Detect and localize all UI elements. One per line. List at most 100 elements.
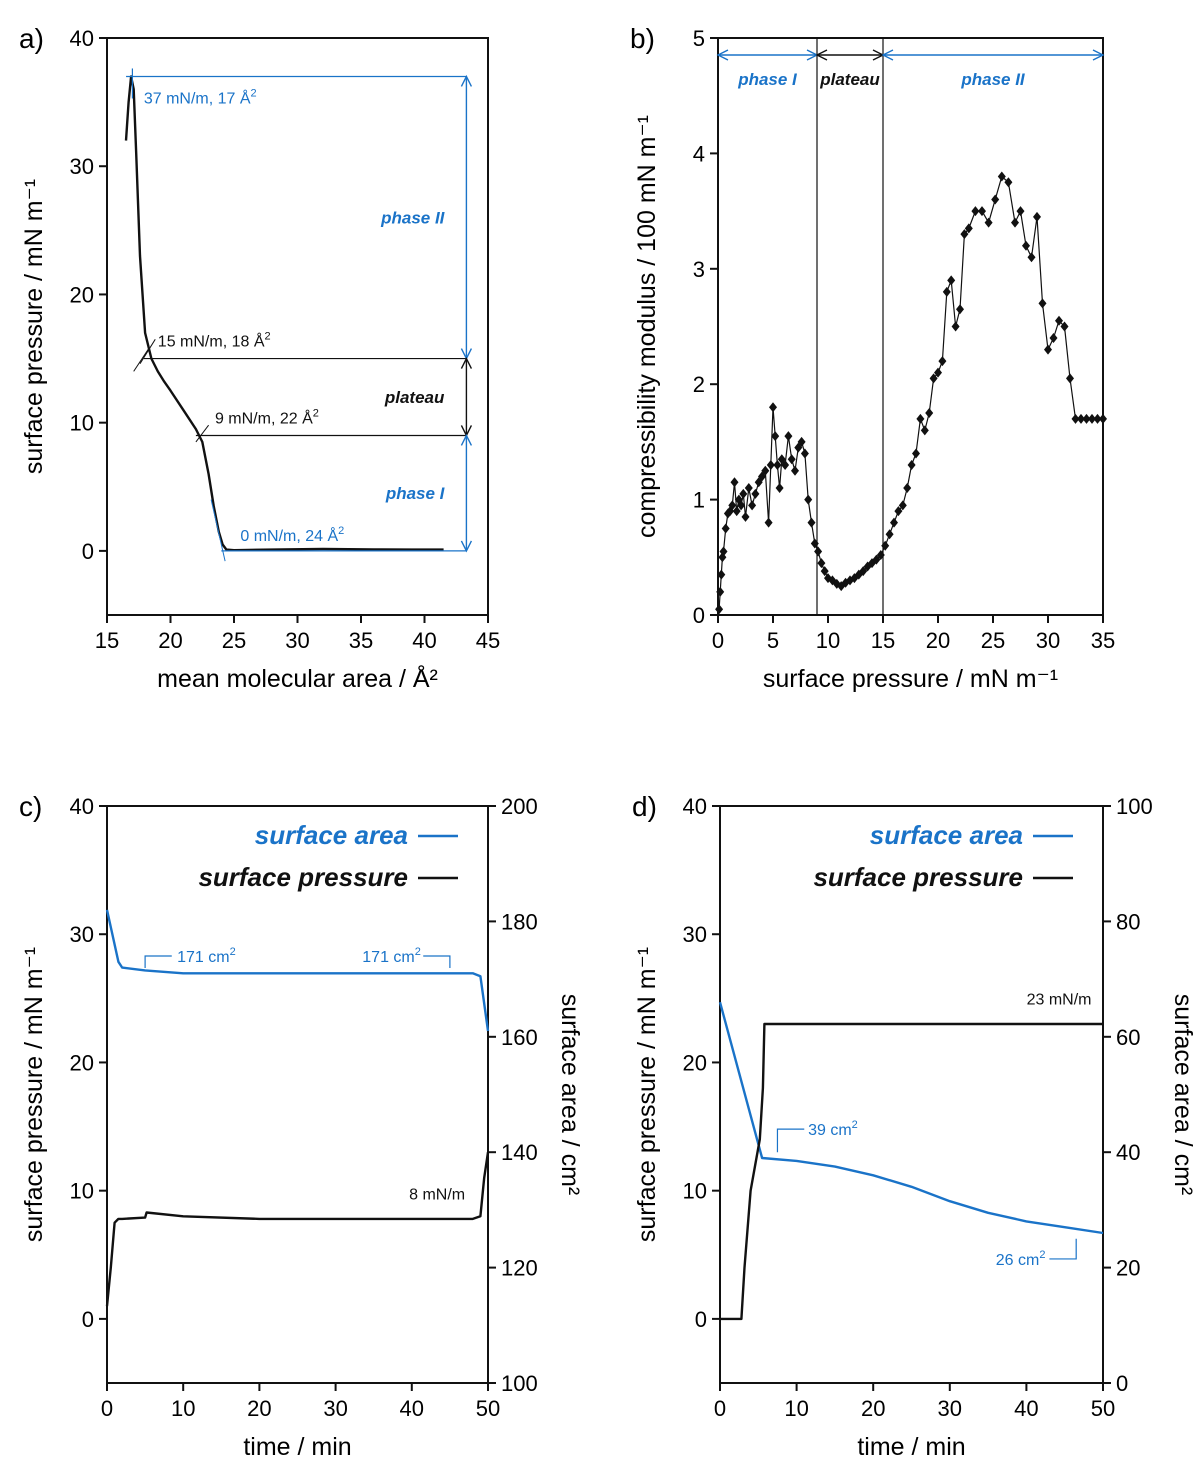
chart-b-data-point: [951, 321, 960, 332]
chart-d-xtick-label: 0: [714, 1396, 726, 1421]
chart-b-ylabel: compressibility modulus / 100 mN m⁻¹: [633, 115, 661, 538]
chart-b-data-point: [721, 523, 730, 534]
chart-c-xlabel: time / min: [243, 1433, 351, 1461]
chart-b-data-point: [817, 558, 826, 569]
chart-c-annotation-171-right: 171 cm2: [362, 946, 421, 966]
chart-a-annotation-37: 37 mN/m, 17 Å2: [144, 87, 257, 107]
chart-d-annotation-26: 26 cm2: [996, 1249, 1046, 1269]
chart-b-data-point: [771, 431, 780, 442]
chart-b-data-point: [781, 459, 790, 470]
chart-b-ytick-label: 4: [693, 141, 705, 166]
chart-b-data-point: [1055, 315, 1063, 326]
chart-c-annotation-171-left: 171 cm2: [177, 946, 236, 966]
chart-b-data-point: [764, 517, 773, 528]
chart-b-data-point: [876, 549, 885, 560]
chart-b-data-point: [775, 483, 784, 494]
chart-a: 15 20 25 30 35 40 45 0 10 20 30 40 mean molecular ar…: [19, 23, 500, 693]
chart-b-modulus-line: [718, 175, 1103, 610]
chart-a-xtick-label: 15: [95, 628, 119, 653]
chart-c-xtick-label: 20: [247, 1396, 271, 1421]
chart-a-tangent-15: [139, 339, 156, 364]
chart-b-ytick-label: 2: [693, 372, 705, 397]
chart-a-annotation-9: 9 mN/m, 22 Å2: [215, 407, 319, 427]
chart-d-y2tick-label: 80: [1116, 909, 1140, 934]
chart-b-data-point: [741, 511, 750, 522]
chart-b-xlabel: surface pressure / mN m⁻¹: [763, 665, 1058, 693]
chart-c: 0 10 20 30 40 50 0 10 20 30 40 100 120 140 160 180 200 ti…: [19, 791, 584, 1461]
chart-b-xtick-label: 15: [871, 628, 895, 653]
chart-b-data-point: [728, 500, 737, 511]
chart-b-ytick-label: 0: [693, 603, 705, 628]
chart-b-data-point: [1060, 321, 1069, 332]
chart-b-data-point: [960, 229, 969, 240]
chart-c-xtick-label: 40: [400, 1396, 424, 1421]
chart-a-ytick-label: 20: [70, 282, 94, 307]
chart-d-ytick-label: 30: [683, 922, 707, 947]
chart-b-data-point: [997, 171, 1006, 182]
chart-b-xtick-label: 10: [816, 628, 840, 653]
chart-b-ytick-label: 3: [693, 257, 705, 282]
chart-b-data-point: [769, 402, 777, 413]
chart-c-ytick-label: 20: [70, 1050, 94, 1075]
chart-b-data-point: [1099, 413, 1107, 424]
chart-d-y2tick-label: 60: [1116, 1025, 1140, 1050]
chart-b-data-point: [1022, 240, 1030, 251]
chart-b-xtick-label: 0: [712, 628, 724, 653]
chart-b-phase2-arrow-head-right: [1092, 49, 1105, 61]
chart-c-ytick-label: 0: [82, 1307, 94, 1332]
chart-b-data-point: [1004, 177, 1013, 188]
chart-c-frame: [106, 805, 489, 1384]
chart-c-surface-area-line: [105, 909, 490, 1032]
chart-d-y2tick-label: 20: [1116, 1256, 1140, 1281]
chart-b-data-point: [903, 483, 912, 494]
chart-c-y2tick-label: 160: [501, 1025, 538, 1050]
chart-b-data-point: [912, 448, 920, 459]
chart-b-ytick-label: 1: [693, 488, 705, 513]
chart-b-data-point: [1088, 413, 1096, 424]
chart-b-data-point: [929, 373, 938, 384]
chart-b-xtick-label: 30: [1036, 628, 1060, 653]
chart-c-surface-pressure-line: [105, 1152, 490, 1307]
chart-c-ylabel: surface pressure / mN m⁻¹: [20, 947, 48, 1242]
chart-b-data-point: [814, 546, 823, 557]
chart-b-xtick-label: 25: [981, 628, 1005, 653]
chart-d-y2tick-label: 100: [1116, 794, 1153, 819]
chart-a-xtick-label: 20: [158, 628, 182, 653]
chart-b-data-point: [751, 488, 760, 499]
chart-d-ytick-label: 20: [683, 1050, 707, 1075]
chart-b-data-point: [761, 465, 770, 476]
chart-a-phase1-label: phase I: [385, 484, 446, 503]
chart-b-data-point: [1016, 206, 1025, 217]
chart-a-xtick-label: 40: [412, 628, 436, 653]
chart-b-data-point: [787, 454, 796, 465]
chart-a-phase2-label: phase II: [380, 209, 446, 228]
chart-c-y2tick-label: 100: [501, 1371, 538, 1396]
chart-b-data-point: [748, 500, 757, 511]
chart-a-plateau-label: plateau: [384, 388, 445, 407]
chart-a-ytick-label: 0: [82, 539, 94, 564]
chart-b-data-point: [971, 206, 980, 217]
chart-b-xtick-label: 20: [926, 628, 950, 653]
chart-a-annotation-15: 15 mN/m, 18 Å2: [158, 331, 271, 351]
chart-a-isotherm-line: [124, 75, 444, 552]
chart-b-phase1-label: phase I: [737, 70, 798, 89]
chart-b-data-point: [920, 425, 929, 436]
chart-b-data-point: [791, 465, 799, 476]
chart-b-frame: [717, 37, 1104, 616]
chart-c-ytick-label: 10: [70, 1179, 94, 1204]
chart-d-xtick-label: 20: [861, 1396, 885, 1421]
chart-c-y2tick-label: 140: [501, 1140, 538, 1165]
chart-b-xtick-label: 5: [767, 628, 779, 653]
chart-b-data-point: [885, 529, 894, 540]
chart-d-xtick-label: 10: [784, 1396, 808, 1421]
chart-b-data-point: [797, 436, 806, 447]
chart-b-data-point: [934, 367, 942, 378]
chart-c-xtick-label: 10: [171, 1396, 195, 1421]
chart-b-data-point: [1044, 344, 1052, 355]
chart-b-data-point: [784, 431, 793, 442]
chart-d-xlabel: time / min: [857, 1433, 965, 1461]
chart-b-data-point: [766, 459, 775, 470]
chart-b-data-point: [820, 566, 829, 577]
